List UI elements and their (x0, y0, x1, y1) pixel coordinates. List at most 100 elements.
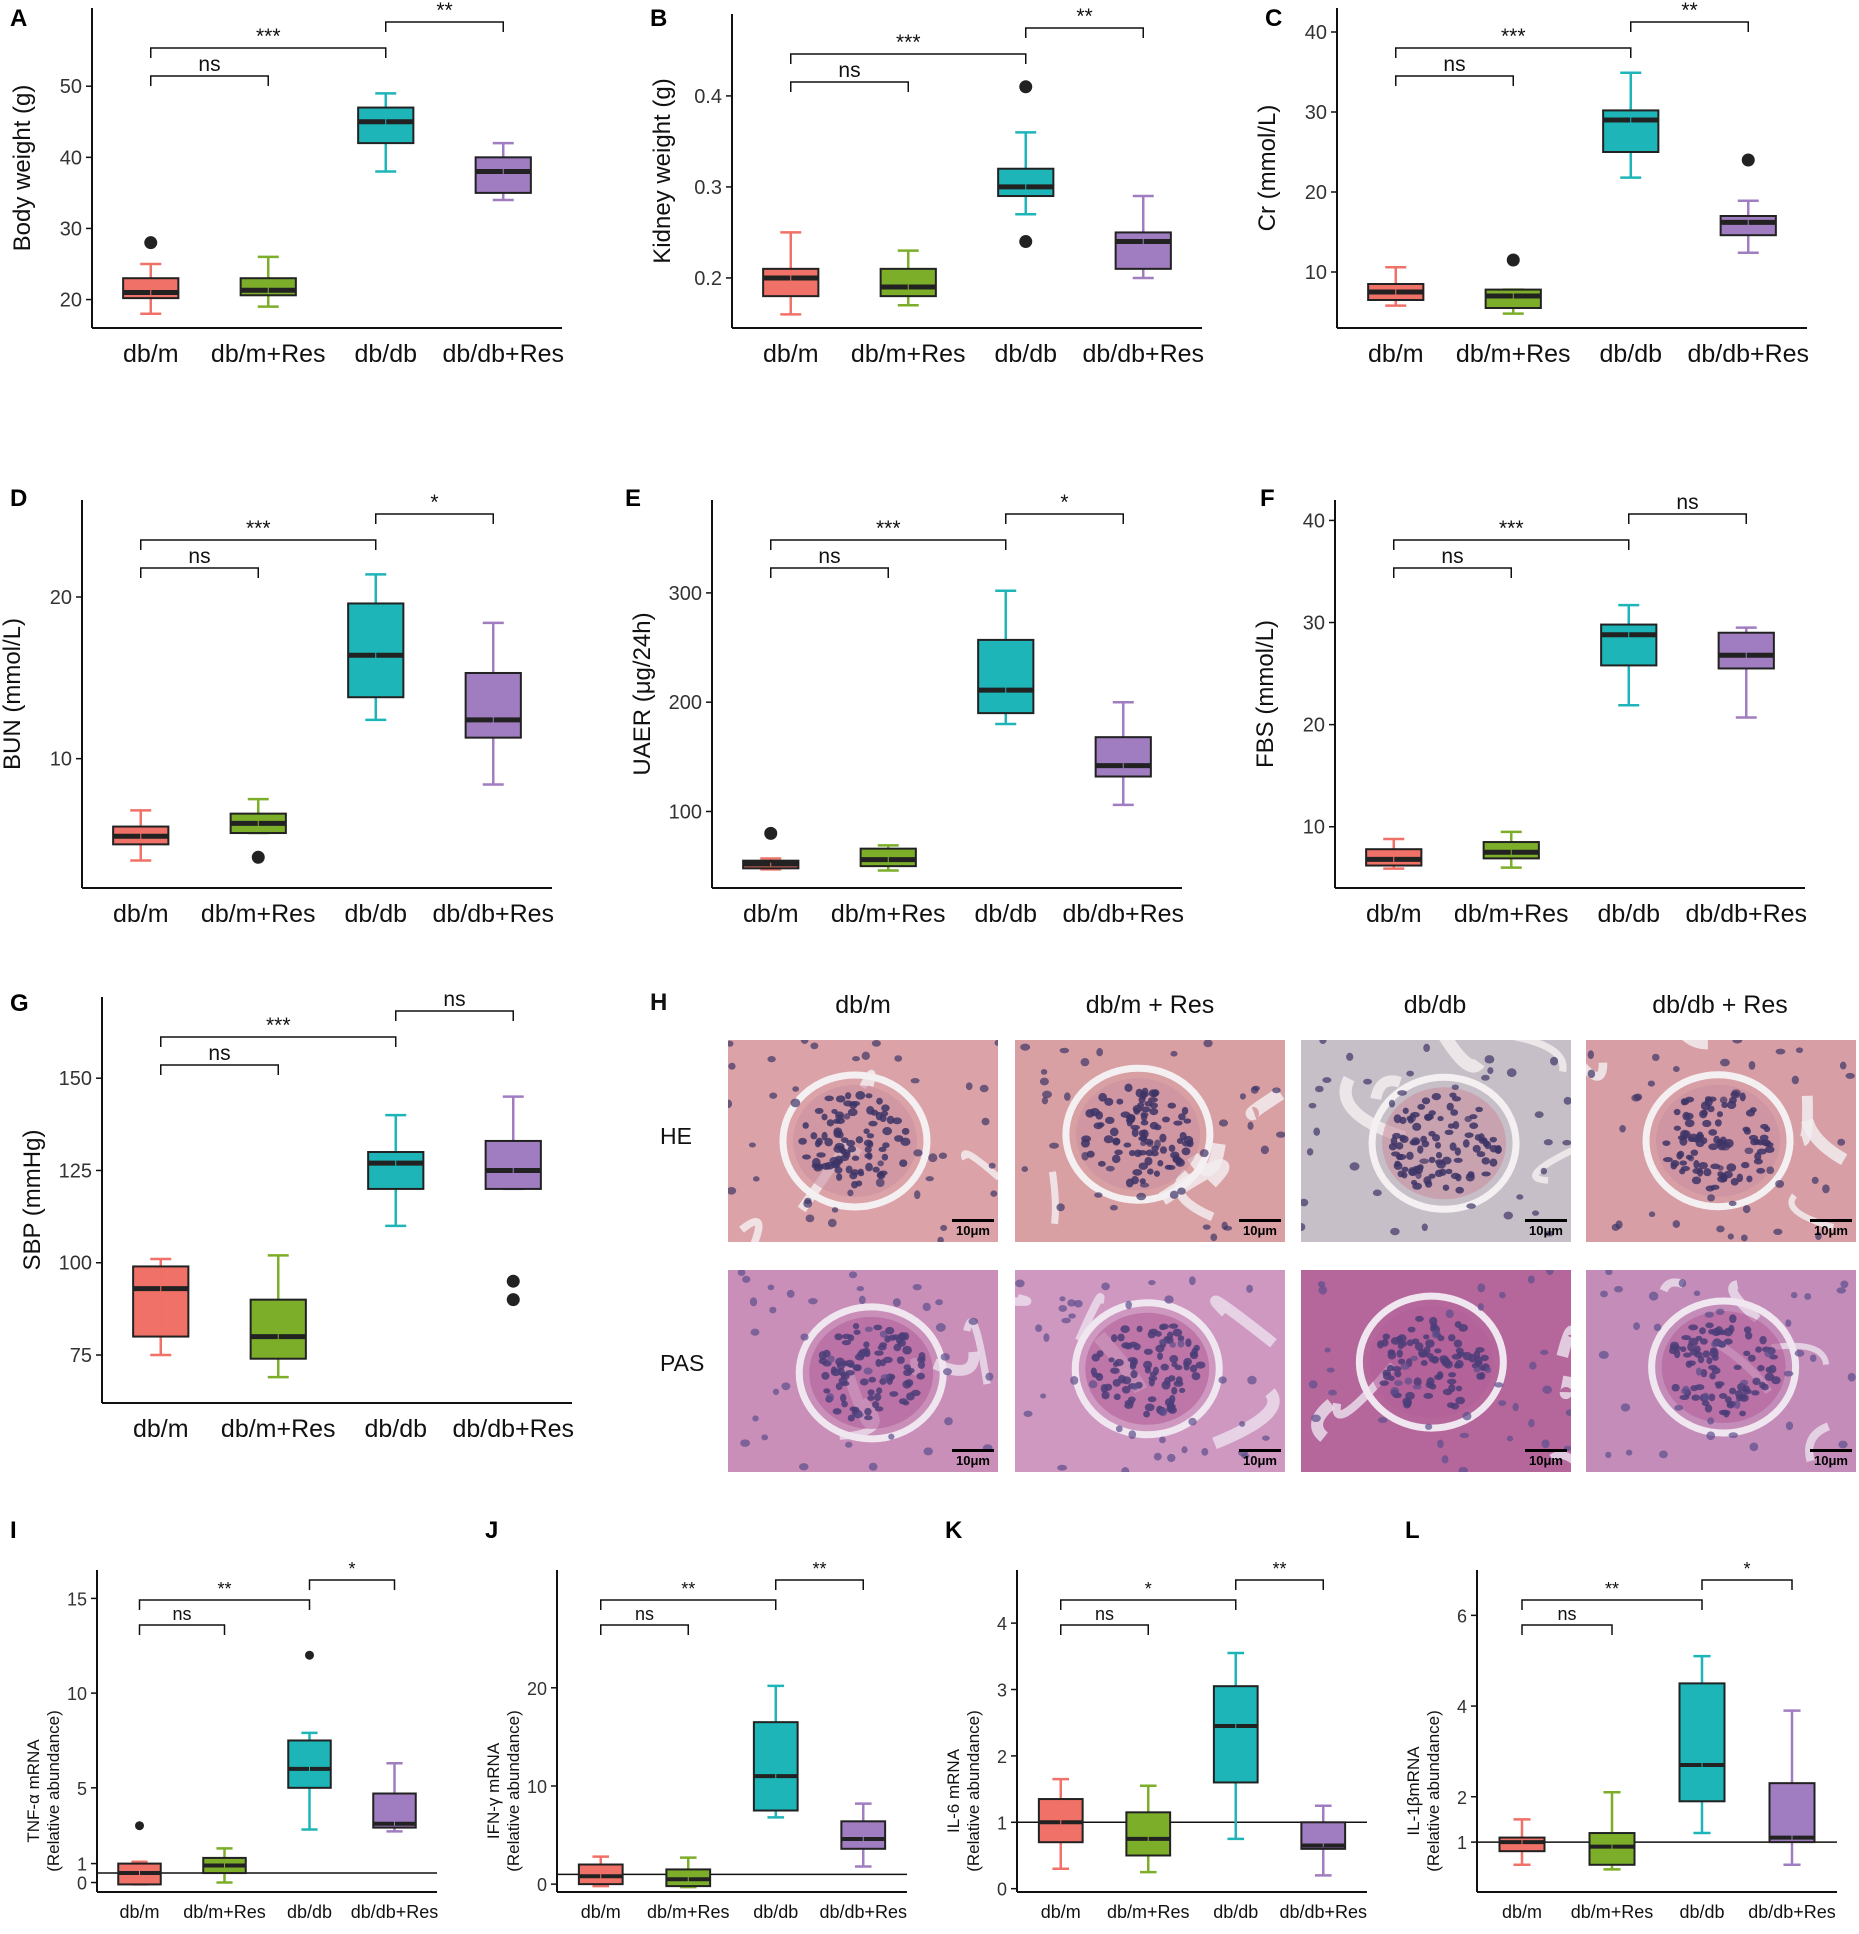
cell-nucleus (847, 1189, 854, 1197)
cell-nucleus (1201, 1447, 1209, 1456)
x-category-label: db/m+Res (211, 340, 326, 368)
cell-nucleus (1096, 1350, 1104, 1358)
cell-nucleus (1221, 1221, 1228, 1230)
bracket-line (775, 1579, 864, 1590)
scale-bar: 10μm (952, 1219, 994, 1238)
cell-nucleus (1173, 1120, 1183, 1126)
cell-nucleus (1688, 1324, 1699, 1331)
cell-nucleus (1600, 1290, 1608, 1298)
cell-nucleus (1691, 1176, 1702, 1185)
cell-nucleus (1845, 1072, 1855, 1079)
cell-nucleus (863, 1139, 873, 1147)
cell-nucleus (1096, 1047, 1104, 1057)
significance-label: ns (635, 1604, 654, 1624)
significance-label: ** (217, 1579, 231, 1599)
cell-nucleus (1815, 1231, 1822, 1241)
cell-nucleus (1059, 1296, 1066, 1302)
significance-bracket: *** (160, 1014, 397, 1047)
cell-nucleus (843, 1113, 851, 1120)
cell-nucleus (902, 1380, 912, 1389)
cell-nucleus (1839, 1061, 1847, 1070)
significance-label: ** (1605, 1579, 1619, 1599)
cell-nucleus (827, 1218, 837, 1228)
histology-column-label: db/m (835, 991, 891, 1019)
cell-nucleus (1742, 1126, 1751, 1133)
cell-nucleus (888, 1433, 895, 1440)
cell-nucleus (866, 1106, 875, 1115)
cell-nucleus (1791, 1075, 1799, 1085)
box-db-db-res (1717, 626, 1775, 719)
x-category-label: db/m+Res (183, 1902, 266, 1922)
significance-bracket: ns (140, 545, 259, 578)
cell-nucleus (1527, 1275, 1535, 1284)
cell-nucleus (1421, 1223, 1428, 1232)
cell-nucleus (1700, 1368, 1708, 1378)
tissue-lumen (963, 1318, 991, 1385)
cell-nucleus (786, 1289, 795, 1298)
cell-nucleus (1140, 1119, 1149, 1126)
cell-nucleus (864, 1326, 873, 1333)
cell-nucleus (1121, 1466, 1130, 1472)
x-category-label: db/db+Res (1687, 340, 1809, 368)
bracket-line (1521, 1599, 1703, 1610)
cell-nucleus (968, 1317, 979, 1326)
panel-c-chart: C 10 20 30 40 Cr (mmol/L) db/m db/m+Res db/db db/… (1254, 0, 1809, 368)
cell-nucleus (1499, 1291, 1506, 1299)
cell-nucleus (1455, 1186, 1464, 1194)
cell-nucleus (912, 1283, 922, 1291)
tissue-lumen (739, 1217, 763, 1242)
cell-nucleus (910, 1077, 920, 1084)
cell-nucleus (902, 1400, 910, 1406)
cell-nucleus (1838, 1440, 1848, 1449)
y-tick-label: 150 (59, 1068, 92, 1090)
x-category-label: db/m (113, 900, 169, 928)
cell-nucleus (1308, 1380, 1318, 1389)
glomerulus-capsule (795, 1303, 947, 1443)
box-db-db (1602, 71, 1660, 179)
scale-bar-line (952, 1449, 994, 1452)
cell-nucleus (868, 1120, 878, 1127)
cell-nucleus (1171, 1386, 1178, 1395)
y-tick-label: 15 (67, 1589, 87, 1609)
cell-nucleus (1131, 1128, 1139, 1138)
x-category-label: db/m+Res (1456, 340, 1571, 368)
panel-h-label: H (650, 989, 668, 1016)
cell-nucleus (803, 1199, 813, 1208)
scale-bar-line (1810, 1449, 1852, 1452)
cell-nucleus (1081, 1135, 1092, 1143)
scale-bar-label: 10μm (1243, 1223, 1277, 1238)
cell-nucleus (861, 1051, 871, 1061)
cell-nucleus (866, 1133, 875, 1139)
cell-nucleus (1177, 1339, 1185, 1348)
x-category-label: db/db (1597, 900, 1660, 928)
cell-nucleus (1466, 1203, 1476, 1209)
x-category-label: db/m+Res (831, 900, 946, 928)
cell-nucleus (1148, 1280, 1156, 1286)
cell-nucleus (1116, 1098, 1124, 1105)
bracket-line (1005, 513, 1124, 524)
cell-nucleus (1757, 1364, 1765, 1372)
cell-nucleus (1431, 1092, 1442, 1101)
cell-nucleus (1098, 1092, 1108, 1102)
cell-nucleus (1100, 1383, 1108, 1393)
cell-nucleus (1189, 1276, 1196, 1286)
cell-nucleus (1411, 1338, 1420, 1345)
cell-nucleus (1734, 1390, 1744, 1398)
cell-nucleus (1708, 1096, 1717, 1102)
cell-nucleus (1775, 1048, 1786, 1055)
x-category-label: db/db (354, 340, 417, 368)
x-category-label: db/m+Res (201, 900, 316, 928)
panel-d-chart: D 10 20 BUN (mmol/L) db/m db/m+Res db/db db/db+… (0, 485, 554, 928)
cell-nucleus (1647, 1080, 1655, 1087)
y-tick-label: 20 (60, 290, 82, 312)
y-tick-label: 75 (70, 1345, 92, 1367)
cell-nucleus (1043, 1333, 1050, 1342)
scale-bar-line (1525, 1449, 1567, 1452)
cell-nucleus (1702, 1119, 1712, 1128)
box-db-db (752, 1684, 799, 1819)
bracket-line (385, 21, 504, 32)
cell-nucleus (840, 1393, 847, 1403)
cell-nucleus (1311, 1414, 1321, 1423)
cell-nucleus (1429, 1316, 1438, 1326)
scale-bar: 10μm (952, 1449, 994, 1468)
